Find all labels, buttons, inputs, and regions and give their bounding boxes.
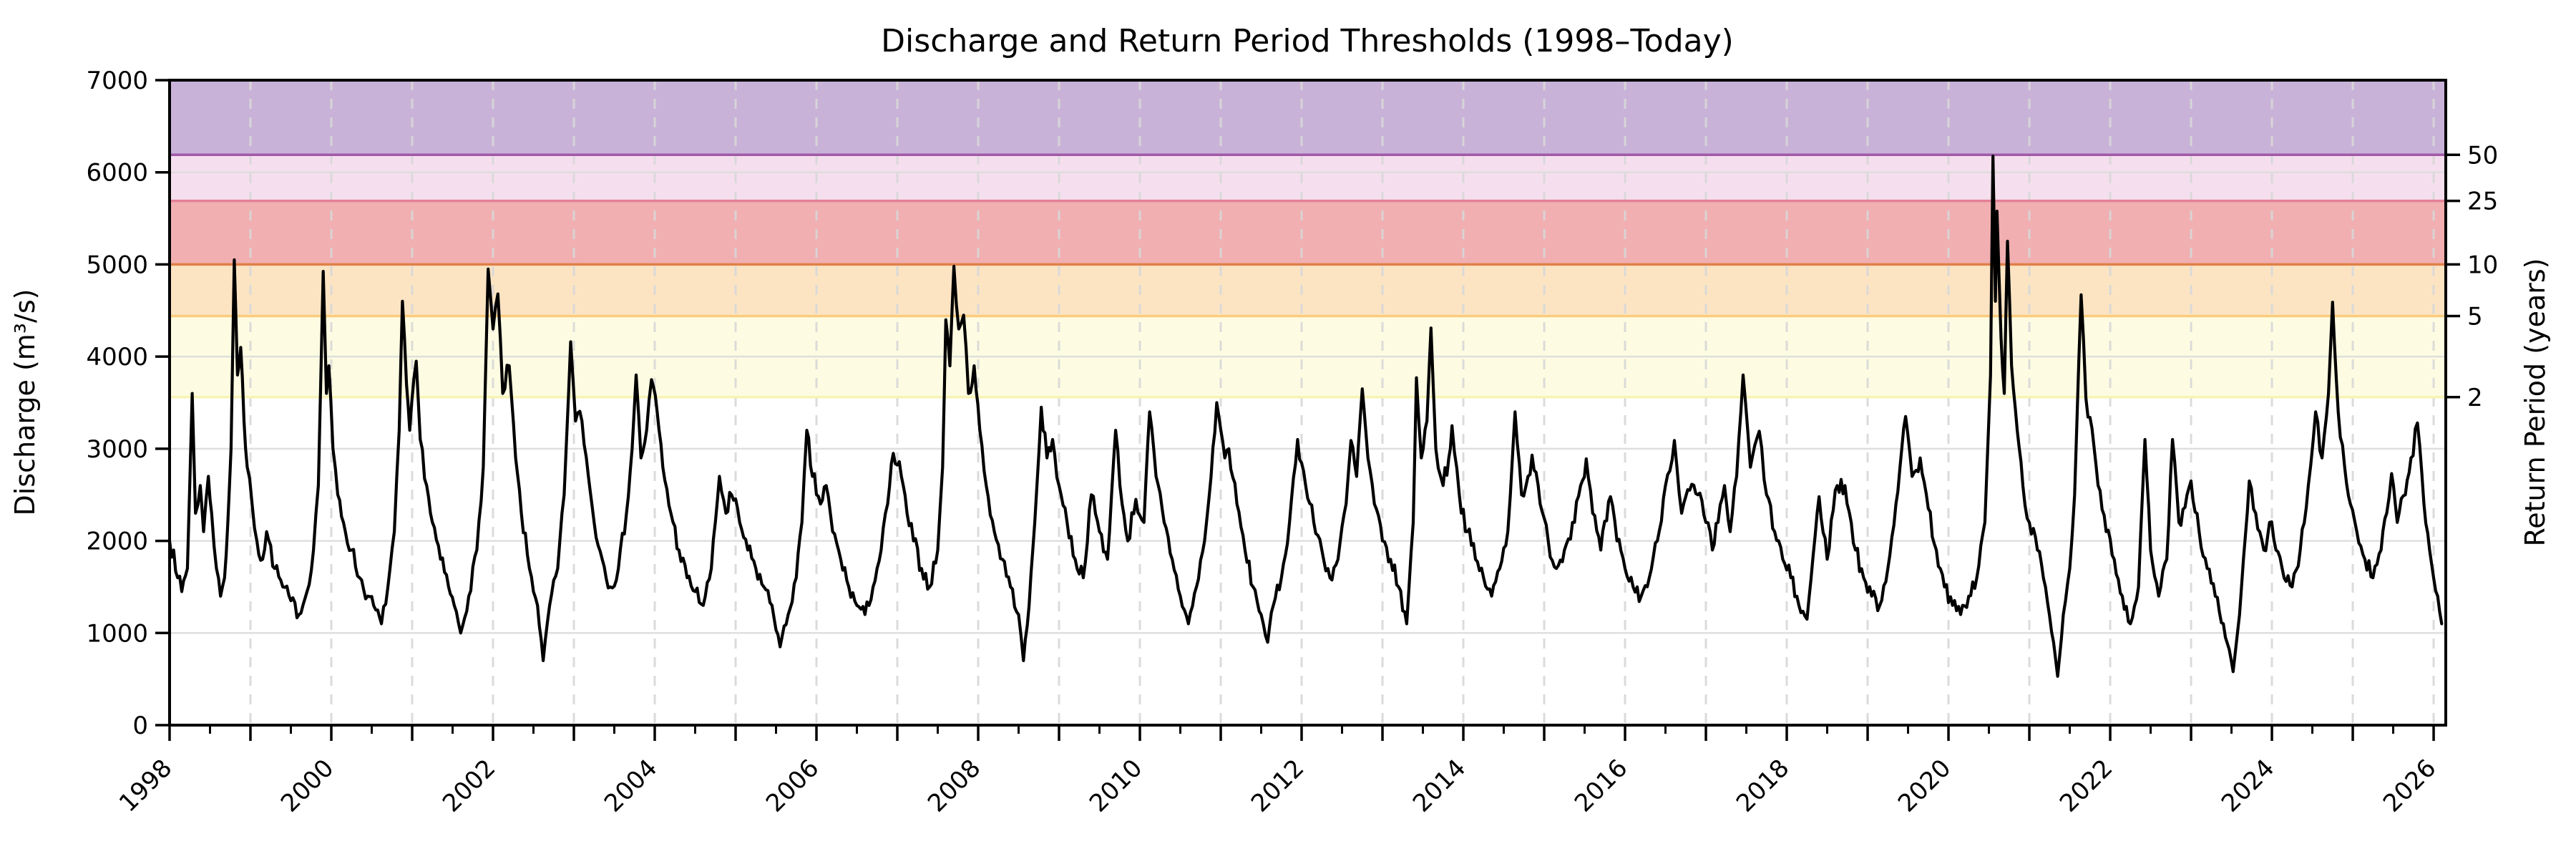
x-tick-label: 2006	[761, 754, 824, 817]
y-left-tick-label: 2000	[86, 528, 148, 556]
band-50yr	[170, 80, 2446, 155]
axes-spines	[168, 79, 2447, 727]
return-period-bands	[170, 80, 2446, 397]
y-left-tick-label: 4000	[86, 343, 148, 372]
x-tick-label: 2008	[922, 754, 986, 817]
x-tick-label: 2002	[437, 754, 501, 817]
band-25yr	[170, 155, 2446, 201]
plot-border	[168, 79, 2447, 727]
x-tick-label: 2024	[2216, 754, 2280, 817]
x-tick-label: 2010	[1084, 754, 1148, 817]
vertical-gridlines	[249, 80, 2435, 725]
x-tick-label: 2004	[599, 754, 663, 817]
y-right-tick-label: 10	[2467, 251, 2498, 279]
y-left-tick-label: 0	[132, 712, 148, 740]
horizontal-gridlines	[170, 171, 2446, 634]
x-tick-label: 2000	[275, 754, 339, 817]
x-tick-label: 2014	[1407, 754, 1471, 817]
x-tick-label: 2016	[1569, 754, 1633, 817]
threshold-lines	[170, 153, 2446, 399]
x-tick-label: 2022	[2054, 754, 2118, 817]
x-tick-label: 2018	[1731, 754, 1795, 817]
axis-ticks	[155, 79, 2460, 741]
y-left-tick-label: 7000	[86, 67, 148, 95]
x-tick-label: 2020	[1893, 754, 1956, 817]
y-right-tick-label: 50	[2467, 141, 2498, 170]
chart-title: Discharge and Return Period Thresholds (…	[881, 23, 1734, 59]
x-tick-label: 2012	[1246, 754, 1309, 817]
band-10yr	[170, 200, 2446, 265]
plot-area: 0100020003000400050006000700025102550199…	[86, 67, 2498, 818]
y-axis-label-left: Discharge (m³/s)	[9, 289, 41, 516]
y-left-tick-label: 1000	[86, 619, 148, 648]
y-right-tick-label: 5	[2467, 303, 2483, 331]
y-left-tick-label: 3000	[86, 435, 148, 464]
y-right-tick-label: 25	[2467, 188, 2498, 216]
band-5yr	[170, 264, 2446, 316]
discharge-series-line	[167, 155, 2444, 678]
y-left-tick-label: 5000	[86, 251, 148, 279]
y-left-tick-label: 6000	[86, 159, 148, 188]
x-tick-label: 2026	[2378, 754, 2441, 817]
y-axis-label-right: Return Period (years)	[2519, 258, 2551, 547]
y-right-tick-label: 2	[2467, 384, 2483, 412]
discharge-series	[167, 155, 2444, 678]
x-tick-label: 1998	[114, 754, 177, 817]
